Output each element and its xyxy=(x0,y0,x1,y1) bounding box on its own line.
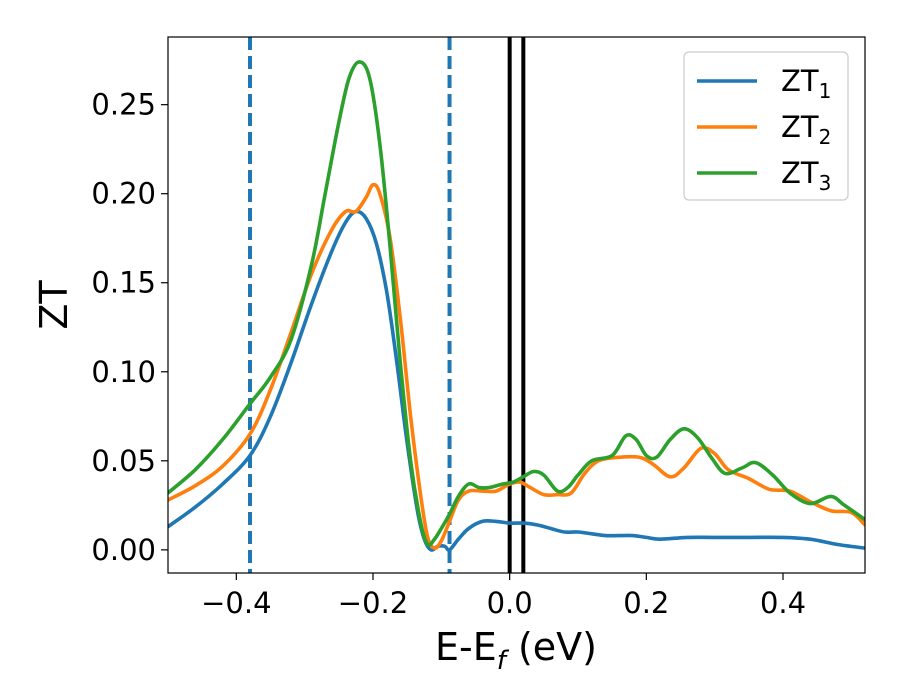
y-tick-label: 0.05 xyxy=(91,444,156,478)
y-tick-label: 0.15 xyxy=(91,266,156,300)
y-axis-label: ZT xyxy=(32,280,76,330)
x-tick-label: 0.4 xyxy=(760,586,806,620)
x-tick-label: 0.0 xyxy=(487,586,533,620)
legend-frame xyxy=(683,51,849,201)
legend-label-zt1: ZT1 xyxy=(781,64,831,103)
series-line-zt2 xyxy=(168,182,865,550)
x-tick-label: −0.2 xyxy=(338,586,408,620)
series-line-zt1 xyxy=(168,209,865,552)
x-axis-label: E-Ef (eV) xyxy=(435,625,597,676)
series-layer xyxy=(168,60,865,552)
x-tick-label: −0.4 xyxy=(201,586,271,620)
plot-frame xyxy=(167,36,866,574)
y-tick-label: 0.25 xyxy=(91,88,156,122)
y-tick-label: 0.10 xyxy=(91,355,156,389)
legend-label-zt3: ZT3 xyxy=(781,156,831,195)
x-axis-ticks: −0.4 −0.2 0.0 0.2 0.4 xyxy=(201,573,806,620)
legend: ZT1 ZT2 ZT3 xyxy=(683,51,849,201)
y-axis-ticks: 0.00 0.05 0.10 0.15 0.20 0.25 xyxy=(91,88,168,567)
series-line-zt3 xyxy=(168,60,865,547)
legend-label-zt2: ZT2 xyxy=(781,110,831,149)
x-tick-label: 0.2 xyxy=(623,586,669,620)
y-tick-label: 0.20 xyxy=(91,177,156,211)
y-tick-label: 0.00 xyxy=(91,533,156,567)
